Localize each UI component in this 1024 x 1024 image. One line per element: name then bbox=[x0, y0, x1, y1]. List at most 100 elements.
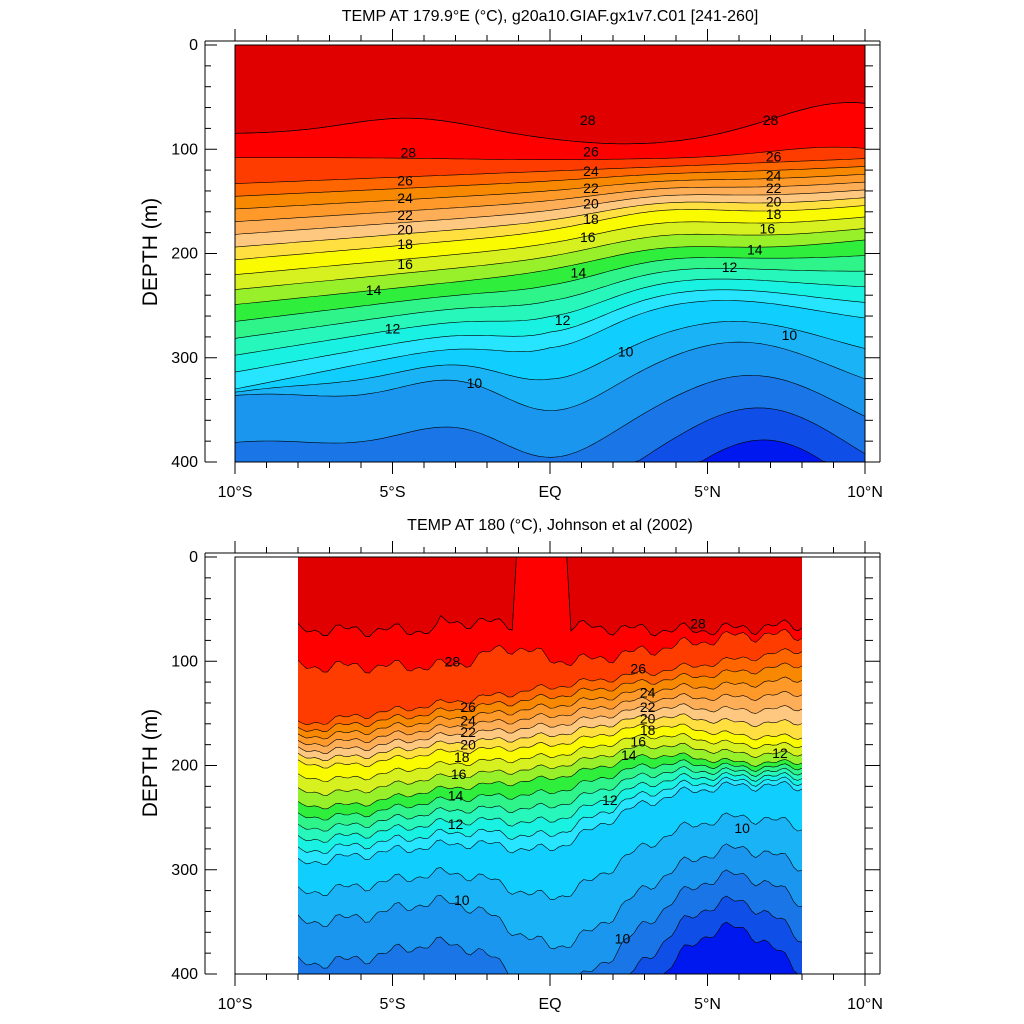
isotherm-line bbox=[298, 690, 802, 747]
isotherm-line bbox=[298, 648, 802, 726]
contour-label: 14 bbox=[747, 241, 763, 257]
isotherm-line bbox=[235, 321, 865, 393]
contour-label: 12 bbox=[555, 312, 571, 328]
isotherm-line bbox=[298, 557, 802, 637]
contour-label: 28 bbox=[445, 653, 461, 669]
x-tick-label: EQ bbox=[538, 996, 561, 1013]
contour-label: 26 bbox=[766, 149, 782, 165]
isotherm-line bbox=[298, 766, 802, 832]
contour-label: 14 bbox=[621, 747, 637, 763]
isotherm-line bbox=[235, 278, 865, 356]
y-tick-label: 0 bbox=[189, 37, 198, 54]
y-tick-label: 0 bbox=[189, 549, 198, 566]
isotherm-line bbox=[298, 921, 802, 974]
contour-label: 24 bbox=[640, 685, 656, 701]
contour-label: 28 bbox=[400, 144, 416, 160]
contour-label: 10 bbox=[782, 327, 798, 343]
contour-lines-model bbox=[235, 102, 865, 462]
isotherm-line bbox=[298, 628, 802, 674]
isotherm-line bbox=[235, 102, 865, 145]
x-tick-label: 5°S bbox=[380, 484, 406, 501]
contour-label: 26 bbox=[397, 173, 413, 189]
isotherm-line bbox=[298, 676, 802, 740]
isotherm-line bbox=[298, 662, 802, 733]
y-tick-label: 100 bbox=[171, 653, 198, 670]
contour-label: 22 bbox=[460, 724, 476, 740]
contour-label: 26 bbox=[630, 661, 646, 677]
isotherm-line bbox=[298, 780, 802, 866]
contour-label: 22 bbox=[640, 699, 656, 715]
contour-band bbox=[298, 557, 802, 637]
isotherm-line bbox=[235, 439, 865, 462]
contour-lines-observed bbox=[298, 557, 802, 974]
y-tick-label: 400 bbox=[171, 454, 198, 471]
x-tick-label: 10°S bbox=[218, 484, 253, 501]
isotherm-line bbox=[235, 341, 865, 411]
isotherm-line bbox=[235, 197, 865, 248]
isotherm-line bbox=[298, 752, 802, 810]
contour-labels-model: 2826242220181614121028262422201816141210… bbox=[366, 112, 798, 391]
contour-label: 16 bbox=[451, 766, 467, 782]
y-tick-label: 300 bbox=[171, 862, 198, 879]
contour-label: 12 bbox=[385, 321, 401, 337]
isotherm-line bbox=[298, 895, 802, 974]
y-axis-label-model: DEPTH (m) bbox=[139, 198, 162, 307]
isotherm-line bbox=[298, 723, 802, 769]
x-tick-label: 10°S bbox=[218, 996, 253, 1013]
isotherm-line bbox=[235, 146, 865, 160]
x-tick-label: 5°N bbox=[694, 996, 721, 1013]
contour-label: 16 bbox=[580, 229, 596, 245]
panel-observed: TEMP AT 180 (°C), Johnson et al (2002) D… bbox=[139, 517, 883, 1013]
contour-label: 22 bbox=[583, 180, 599, 196]
isotherm-line bbox=[235, 158, 865, 184]
isotherm-line bbox=[235, 300, 865, 390]
contour-label: 18 bbox=[766, 206, 782, 222]
isotherm-line bbox=[298, 713, 802, 761]
isotherm-line bbox=[298, 733, 802, 783]
contour-band bbox=[235, 45, 865, 144]
isotherm-line bbox=[298, 843, 802, 950]
contour-label: 28 bbox=[580, 112, 596, 128]
x-tick-label: EQ bbox=[538, 484, 561, 501]
y-tick-label: 400 bbox=[171, 966, 198, 983]
x-tick-label: 5°N bbox=[694, 484, 721, 501]
isotherm-line bbox=[298, 772, 802, 843]
contour-label: 18 bbox=[583, 211, 599, 227]
contour-label: 26 bbox=[583, 143, 599, 159]
isotherm-line bbox=[298, 869, 802, 974]
contour-label: 20 bbox=[640, 711, 656, 727]
isotherm-line bbox=[235, 375, 865, 458]
isotherm-line bbox=[298, 703, 802, 754]
contour-label: 10 bbox=[618, 343, 634, 359]
y-tick-label: 200 bbox=[171, 758, 198, 775]
y-tick-label: 300 bbox=[171, 350, 198, 367]
isotherm-line bbox=[235, 239, 865, 305]
chart-title-observed: TEMP AT 180 (°C), Johnson et al (2002) bbox=[407, 517, 693, 534]
contour-label: 16 bbox=[760, 220, 776, 236]
isotherm-line bbox=[235, 289, 865, 373]
isotherm-line bbox=[235, 228, 865, 290]
contour-label: 18 bbox=[454, 749, 470, 765]
isotherm-line bbox=[235, 216, 865, 275]
contour-label: 16 bbox=[630, 734, 646, 750]
isotherm-line bbox=[298, 812, 802, 900]
isotherm-line bbox=[298, 742, 802, 796]
contour-label: 12 bbox=[722, 259, 738, 275]
contour-label: 12 bbox=[602, 792, 618, 808]
contour-fills-model bbox=[235, 45, 865, 462]
y-axis-label-observed: DEPTH (m) bbox=[139, 709, 162, 818]
contour-label: 14 bbox=[366, 282, 382, 298]
contour-label: 16 bbox=[397, 256, 413, 272]
isotherm-line bbox=[235, 268, 865, 339]
contour-label: 20 bbox=[460, 737, 476, 753]
isotherm-line bbox=[235, 166, 865, 197]
contour-label: 20 bbox=[397, 222, 413, 238]
contour-label: 20 bbox=[583, 195, 599, 211]
contour-label: 28 bbox=[763, 112, 779, 128]
isotherm-line bbox=[298, 776, 802, 854]
panel-model: TEMP AT 179.9°E (°C), g20a10.GIAF.gx1v7.… bbox=[139, 8, 883, 501]
contour-labels-observed: 2826242220181614121028262422201816141210… bbox=[445, 616, 788, 947]
contour-label: 18 bbox=[640, 722, 656, 738]
contour-label: 10 bbox=[615, 931, 631, 947]
chart-title-model: TEMP AT 179.9°E (°C), g20a10.GIAF.gx1v7.… bbox=[342, 8, 759, 25]
